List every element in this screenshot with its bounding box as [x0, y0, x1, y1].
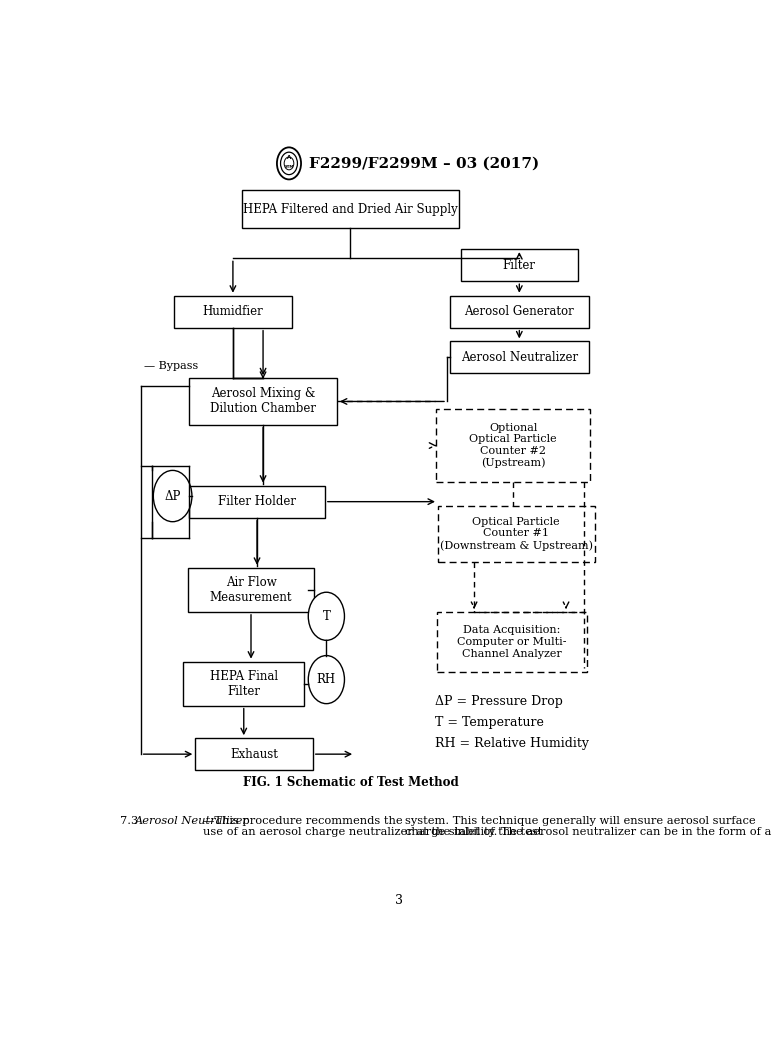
Text: Air Flow
Measurement: Air Flow Measurement: [210, 576, 293, 604]
Bar: [189, 378, 337, 425]
Bar: [450, 341, 589, 374]
Text: Aerosol Mixing &
Dilution Chamber: Aerosol Mixing & Dilution Chamber: [210, 387, 316, 415]
Text: Optional
Optical Particle
Counter #2
(Upstream): Optional Optical Particle Counter #2 (Up…: [469, 423, 557, 468]
Bar: [242, 191, 459, 228]
Text: T: T: [322, 610, 331, 623]
Text: STM: STM: [285, 166, 293, 170]
Circle shape: [281, 152, 297, 175]
Text: ΔP: ΔP: [164, 489, 180, 503]
Text: system. This technique generally will ensure aerosol surface
charge stability. T: system. This technique generally will en…: [405, 816, 771, 837]
Text: — Bypass: — Bypass: [144, 361, 198, 372]
Text: HEPA Final
Filter: HEPA Final Filter: [210, 669, 278, 697]
Bar: [450, 296, 589, 328]
Text: Aerosol Neutralizer: Aerosol Neutralizer: [135, 816, 248, 826]
Bar: [184, 662, 304, 706]
Text: ΔP = Pressure Drop
T = Temperature
RH = Relative Humidity: ΔP = Pressure Drop T = Temperature RH = …: [435, 694, 589, 750]
Text: 7.3: 7.3: [120, 816, 142, 826]
Bar: [461, 249, 578, 281]
Text: A: A: [287, 155, 291, 160]
Text: Filter: Filter: [503, 259, 536, 272]
Circle shape: [277, 148, 301, 179]
Text: Filter Holder: Filter Holder: [218, 496, 296, 508]
Text: 3: 3: [394, 894, 403, 908]
Text: Aerosol Neutralizer: Aerosol Neutralizer: [461, 351, 578, 364]
Bar: [436, 409, 591, 482]
Text: Aerosol Generator: Aerosol Generator: [464, 305, 574, 319]
Text: RH: RH: [317, 674, 336, 686]
Text: Optical Particle
Counter #1
(Downstream & Upstream): Optical Particle Counter #1 (Downstream …: [440, 516, 593, 551]
Text: FIG. 1 Schematic of Test Method: FIG. 1 Schematic of Test Method: [243, 776, 458, 789]
Bar: [195, 738, 313, 770]
Bar: [436, 612, 587, 672]
Text: Exhaust: Exhaust: [230, 747, 278, 761]
Text: F2299/F2299M – 03 (2017): F2299/F2299M – 03 (2017): [310, 156, 540, 171]
Circle shape: [308, 656, 345, 704]
Bar: [174, 296, 292, 328]
Circle shape: [308, 592, 345, 640]
Bar: [187, 567, 314, 612]
Bar: [189, 485, 325, 517]
Text: Humidfier: Humidfier: [202, 305, 263, 319]
Text: HEPA Filtered and Dried Air Supply: HEPA Filtered and Dried Air Supply: [243, 203, 458, 215]
Circle shape: [153, 471, 192, 522]
Text: —This procedure recommends the
use of an aerosol charge neutralizer at the inlet: —This procedure recommends the use of an…: [203, 816, 542, 837]
Circle shape: [284, 157, 294, 170]
Bar: [438, 506, 594, 562]
Text: Data Acquisition:
Computer or Multi-
Channel Analyzer: Data Acquisition: Computer or Multi- Cha…: [457, 626, 567, 659]
